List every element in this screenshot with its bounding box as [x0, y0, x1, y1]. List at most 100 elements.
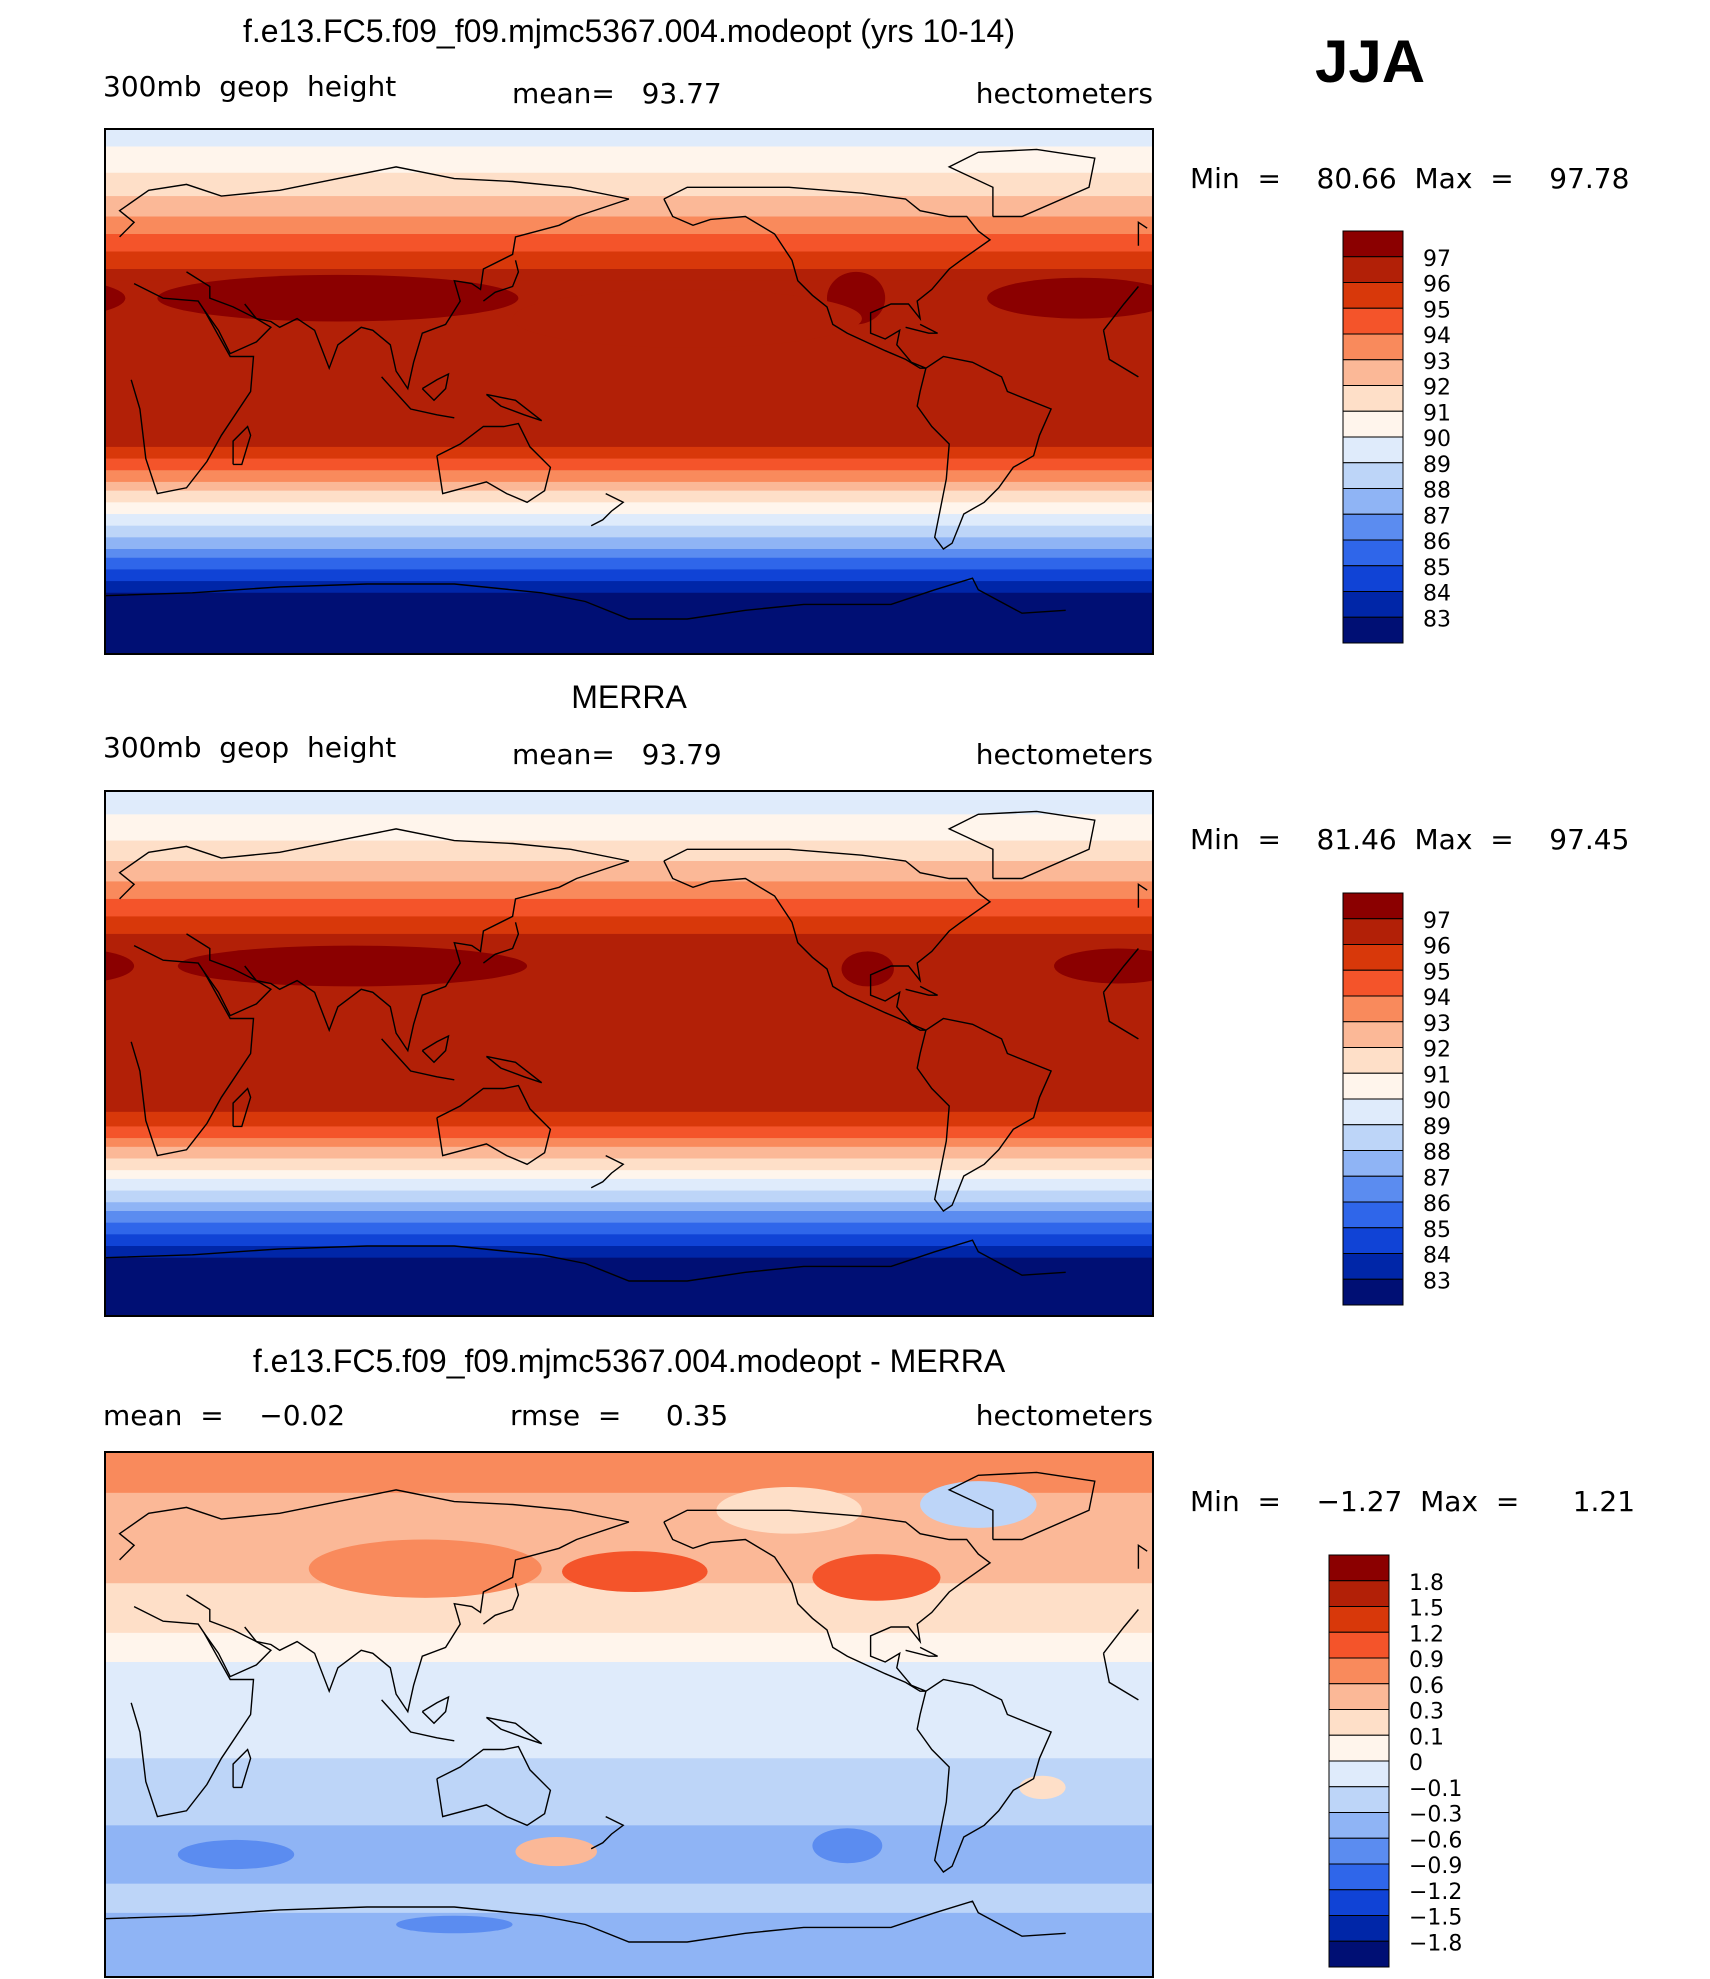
colorbar-swatch — [1342, 410, 1404, 438]
coastline — [482, 260, 520, 302]
coastline — [485, 1716, 543, 1745]
coastline — [436, 422, 552, 504]
coastline — [590, 1154, 625, 1189]
coastlines — [105, 810, 1148, 1282]
coastline — [186, 860, 630, 1053]
colorbar-tick-label: 1.5 — [1409, 1597, 1444, 1622]
contour-cell — [1054, 948, 1153, 984]
colorbar-tick-label: 97 — [1423, 247, 1451, 272]
minmax-label: Min = 81.46 Max = 97.45 — [1190, 823, 1629, 856]
coastline — [203, 965, 273, 1017]
colorbar-tick-label: 91 — [1423, 1063, 1451, 1088]
coastline — [482, 1583, 520, 1625]
contour-band — [105, 196, 1153, 218]
colorbar-tick-label: 91 — [1423, 401, 1451, 426]
contour-cell — [812, 1554, 941, 1601]
colorbar-swatch — [1328, 1734, 1390, 1762]
contour-band — [105, 1178, 1153, 1192]
contour-band — [105, 1912, 1153, 1977]
contour-band — [105, 1222, 1153, 1235]
map-frame — [104, 790, 1154, 1317]
colorbar-swatch — [1328, 1709, 1390, 1736]
contour-band — [105, 1234, 1153, 1247]
colorbar-tick-label: −1.5 — [1409, 1906, 1462, 1931]
contour-band — [105, 1246, 1153, 1259]
colorbar-tick-label: 0.3 — [1409, 1700, 1444, 1725]
colorbar-tick-label: −1.2 — [1409, 1880, 1462, 1905]
coastline — [1137, 882, 1148, 908]
colorbar-swatch — [1328, 1606, 1390, 1633]
coastline — [916, 355, 1053, 550]
colorbar-tick-label: 92 — [1423, 1038, 1451, 1063]
coastline — [105, 1900, 1066, 1943]
colorbar-swatch — [1342, 1201, 1404, 1229]
colorbar-tick-label: 86 — [1423, 1192, 1451, 1217]
coastline — [663, 1509, 992, 1692]
coastline — [590, 492, 625, 527]
coastline — [118, 166, 630, 238]
colorbar-tick-label: −0.1 — [1409, 1777, 1462, 1802]
colorbar-swatch — [1342, 513, 1404, 541]
coastline — [118, 828, 630, 900]
contour-cell — [562, 1551, 708, 1593]
coastline — [916, 1678, 1053, 1873]
minmax-label: Min = −1.27 Max = 1.21 — [1190, 1485, 1635, 1518]
rmse-label: rmse = 0.35 — [510, 1399, 728, 1432]
coastline — [1102, 948, 1139, 993]
contour-band — [105, 1190, 1153, 1203]
coastline — [1102, 992, 1139, 1040]
coastline — [232, 1748, 252, 1789]
contour-band — [105, 481, 1153, 492]
coastline — [905, 1646, 938, 1657]
colorbar-swatch — [1328, 1760, 1390, 1788]
mean-label: mean = −0.02 — [103, 1399, 345, 1432]
contour-band — [105, 490, 1153, 503]
coastline — [905, 985, 938, 996]
contour-cell — [512, 289, 862, 348]
contour-cell — [841, 951, 894, 987]
contour-band — [105, 216, 1153, 235]
coastline — [381, 376, 455, 419]
contour-band — [105, 502, 1153, 515]
colorbar-swatch — [1342, 359, 1404, 386]
colorbar-tick-label: 1.8 — [1409, 1571, 1444, 1596]
colorbar-tick-label: 94 — [1423, 986, 1451, 1011]
contour-band — [105, 458, 1153, 471]
colorbar-tick-label: 89 — [1423, 1115, 1451, 1140]
coastline — [203, 1626, 273, 1678]
contour-band — [105, 129, 1153, 148]
contour-band — [105, 840, 1153, 862]
colorbar-tick-label: 93 — [1423, 1012, 1451, 1037]
coastline — [186, 1521, 630, 1714]
panel-title: MERRA — [571, 679, 687, 715]
colorbar-tick-label: 87 — [1423, 504, 1451, 529]
colorbar-tick-label: 86 — [1423, 530, 1451, 555]
contour-band — [105, 1758, 1153, 1826]
contour-band — [105, 1632, 1153, 1663]
contour-band — [105, 470, 1153, 483]
colorbar-tick-label: 0.6 — [1409, 1674, 1444, 1699]
colorbar-swatch — [1328, 1889, 1390, 1916]
contour-band — [105, 514, 1153, 527]
colorbar-tick-label: 0 — [1409, 1751, 1423, 1776]
contour-band — [105, 1883, 1153, 1914]
colorbar-tick-label: 88 — [1423, 1141, 1451, 1166]
colorbar-swatch — [1328, 1915, 1390, 1942]
coastline — [916, 1017, 1053, 1212]
colorbar-tick-label: 93 — [1423, 350, 1451, 375]
panel-title: f.e13.FC5.f09_f09.mjmc5367.004.modeopt (… — [243, 13, 1015, 49]
colorbar-tick-label: 84 — [1423, 582, 1451, 607]
colorbar-swatch — [1342, 1150, 1404, 1177]
colorbar-swatch — [1342, 1021, 1404, 1048]
contour-cell — [177, 1839, 295, 1870]
panel-title: f.e13.FC5.f09_f09.mjmc5367.004.modeopt -… — [253, 1343, 1006, 1379]
coastlines — [105, 1471, 1148, 1943]
colorbar-swatch — [1328, 1631, 1390, 1659]
contour-band — [105, 592, 1153, 654]
coastline — [485, 1055, 543, 1084]
coastline — [381, 1038, 455, 1081]
contour-band — [105, 557, 1153, 571]
contour-cell — [515, 1837, 597, 1867]
coastline — [118, 1489, 630, 1561]
colorbar-swatch — [1342, 1227, 1404, 1254]
